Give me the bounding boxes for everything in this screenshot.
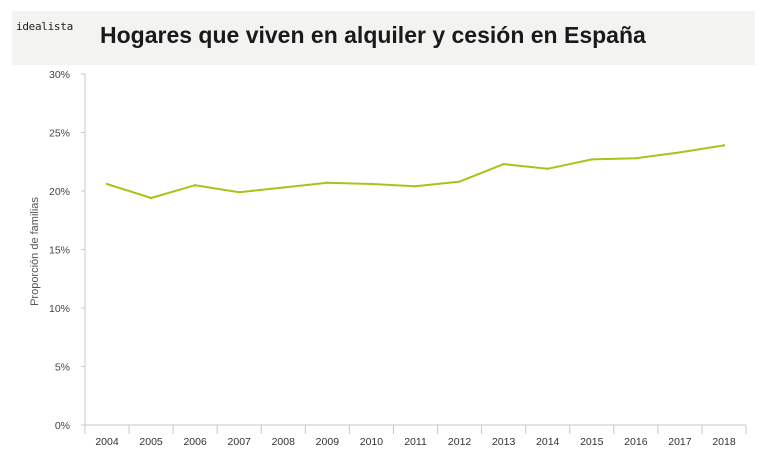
y-tick-label: 25% bbox=[49, 128, 70, 140]
x-tick-label: 2017 bbox=[668, 436, 692, 448]
x-tick-label: 2005 bbox=[139, 436, 163, 448]
data-point bbox=[678, 151, 682, 154]
y-tick-label: 15% bbox=[49, 245, 70, 257]
data-point bbox=[722, 144, 726, 147]
y-tick-label: 20% bbox=[49, 186, 70, 198]
data-point bbox=[193, 183, 197, 187]
brand-logo: idealista bbox=[16, 20, 73, 33]
chart-header: idealista Hogares que viven en alquiler … bbox=[12, 11, 755, 65]
x-tick-label: 2006 bbox=[183, 436, 207, 448]
data-point bbox=[634, 157, 638, 160]
x-tick-label: 2014 bbox=[536, 436, 560, 448]
data-point bbox=[590, 158, 593, 161]
y-tick-label: 10% bbox=[49, 303, 70, 315]
data-point bbox=[282, 186, 285, 189]
data-point bbox=[458, 180, 461, 183]
x-tick-label: 2013 bbox=[492, 436, 516, 448]
y-tick-label: 0% bbox=[55, 420, 70, 432]
data-point bbox=[546, 167, 549, 170]
y-tick-label: 5% bbox=[55, 362, 70, 374]
series-line bbox=[106, 144, 725, 199]
y-tick-label: 30% bbox=[49, 69, 70, 81]
data-point bbox=[370, 182, 373, 186]
x-tick-label: 2011 bbox=[404, 436, 427, 448]
x-tick-label: 2016 bbox=[624, 436, 648, 448]
data-point bbox=[149, 196, 153, 200]
data-point bbox=[238, 190, 241, 194]
x-tick-label: 2007 bbox=[228, 436, 252, 448]
x-tick-label: 2008 bbox=[272, 436, 296, 448]
x-tick-label: 2012 bbox=[448, 436, 472, 448]
x-tick-label: 2009 bbox=[316, 436, 340, 448]
y-axis-title: Proporción de familias bbox=[29, 197, 41, 306]
x-tick-label: 2004 bbox=[95, 436, 119, 448]
x-tick-label: 2018 bbox=[712, 436, 736, 448]
chart-title: Hogares que viven en alquiler y cesión e… bbox=[100, 22, 646, 48]
data-point bbox=[414, 185, 417, 188]
data-point bbox=[502, 162, 505, 166]
x-tick-label: 2015 bbox=[580, 436, 604, 448]
data-point bbox=[326, 181, 329, 185]
x-tick-label: 2010 bbox=[360, 436, 384, 448]
data-point bbox=[105, 182, 109, 186]
